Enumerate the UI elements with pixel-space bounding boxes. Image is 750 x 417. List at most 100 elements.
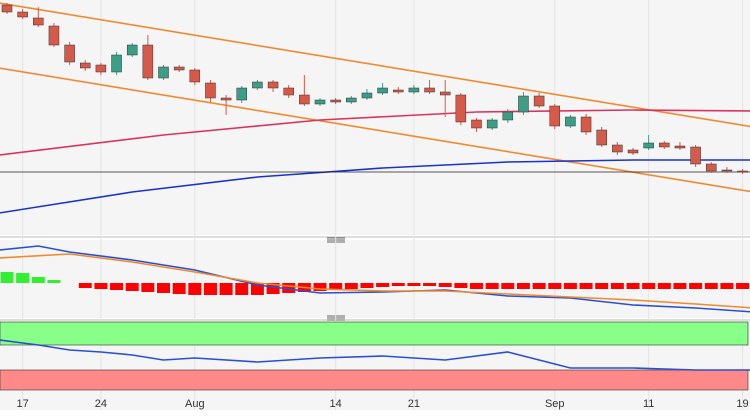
histogram-bar (0, 272, 14, 283)
candle-body (1, 4, 13, 13)
x-tick-label: 19 (736, 398, 748, 410)
histogram-bar (31, 277, 45, 283)
histogram-bar (125, 283, 139, 291)
candle-body (580, 116, 592, 133)
x-tick-label: 11 (643, 398, 654, 410)
histogram-bar (720, 283, 734, 289)
candle-body (533, 95, 545, 107)
indicator-line (0, 2, 750, 128)
x-tick-label: 14 (330, 398, 342, 410)
histogram-bar (704, 283, 718, 289)
indicator-line (0, 109, 750, 156)
candle-body (95, 64, 107, 73)
histogram-bar (610, 283, 624, 289)
candle-body (330, 99, 341, 103)
candle-body (612, 144, 623, 153)
candle-body (643, 142, 654, 149)
histogram-bar (203, 283, 217, 295)
histogram-bar (579, 283, 593, 289)
candle-body (48, 25, 60, 46)
candle-body (471, 119, 482, 129)
histogram-bar (47, 280, 61, 283)
candle-body (674, 145, 686, 149)
indicator-line (0, 339, 750, 371)
histogram-bar (689, 283, 703, 289)
candle-body (439, 91, 451, 96)
x-tick-label: 17 (17, 398, 29, 410)
candle-body (173, 66, 185, 71)
histogram-bar (532, 283, 546, 289)
histogram-bar (657, 283, 671, 289)
histogram-bar (157, 283, 170, 293)
histogram-bar (110, 283, 124, 290)
candle-body (205, 82, 216, 99)
candle-body (64, 44, 75, 63)
candle-body (111, 54, 122, 73)
candle-body (142, 44, 154, 79)
candle-body (659, 142, 670, 148)
candle-body (33, 17, 44, 26)
x-tick-label: Sep (545, 398, 565, 410)
candle-body (690, 146, 701, 165)
histogram-bar (282, 283, 296, 293)
candle-body (283, 87, 294, 96)
histogram-bar (423, 283, 437, 286)
histogram-bar (626, 283, 640, 289)
x-tick-label: 24 (95, 398, 107, 410)
candle-body (17, 11, 28, 18)
indicator-line (0, 245, 750, 313)
candle-body (486, 119, 498, 129)
candle-body (126, 44, 138, 56)
candle-body (393, 89, 404, 93)
candle-body (408, 87, 420, 93)
histogram-bar (16, 273, 30, 283)
histogram-bar (376, 283, 390, 287)
histogram-bar (78, 283, 92, 288)
candle-body (627, 149, 639, 154)
histogram-bar (141, 283, 155, 292)
candle-body (377, 87, 388, 94)
candle-body (549, 105, 560, 127)
candle-body (596, 129, 607, 146)
oscillator-panel (0, 240, 750, 318)
candle-body (518, 95, 529, 113)
indicator-line (0, 67, 750, 193)
x-tick-label: 21 (408, 398, 420, 410)
candle-body (721, 169, 733, 172)
histogram-bar (470, 283, 483, 289)
histogram-bar (595, 283, 609, 289)
x-tick-label: Aug (185, 398, 205, 410)
candle-body (158, 66, 169, 79)
indicator-line (0, 159, 750, 214)
histogram-bar (516, 283, 530, 289)
candle-body (236, 87, 247, 101)
histogram-bar (235, 283, 249, 295)
candle-body (189, 69, 201, 83)
candle-body (252, 81, 263, 89)
candle-body (267, 81, 279, 89)
histogram-bar (548, 283, 562, 289)
candle-body (361, 92, 373, 99)
candle-body (565, 116, 576, 127)
candle-body (424, 87, 435, 93)
band (0, 321, 749, 346)
histogram-bar (94, 283, 108, 289)
candle-body (220, 97, 232, 101)
histogram-bar (438, 283, 452, 287)
histogram-bar (188, 283, 202, 295)
candle-body (299, 94, 310, 105)
histogram-bar (501, 283, 515, 289)
candle-body (502, 111, 514, 121)
candle-body (314, 99, 326, 105)
histogram-bar (329, 283, 343, 290)
histogram-bar (360, 283, 374, 288)
histogram-bar (313, 283, 327, 291)
histogram-bar (642, 283, 656, 289)
candle-body (737, 170, 748, 173)
histogram-bar (454, 283, 468, 288)
histogram-bar (391, 283, 405, 286)
histogram-bar (266, 283, 280, 294)
histogram-bar (485, 283, 499, 289)
band (0, 369, 749, 391)
